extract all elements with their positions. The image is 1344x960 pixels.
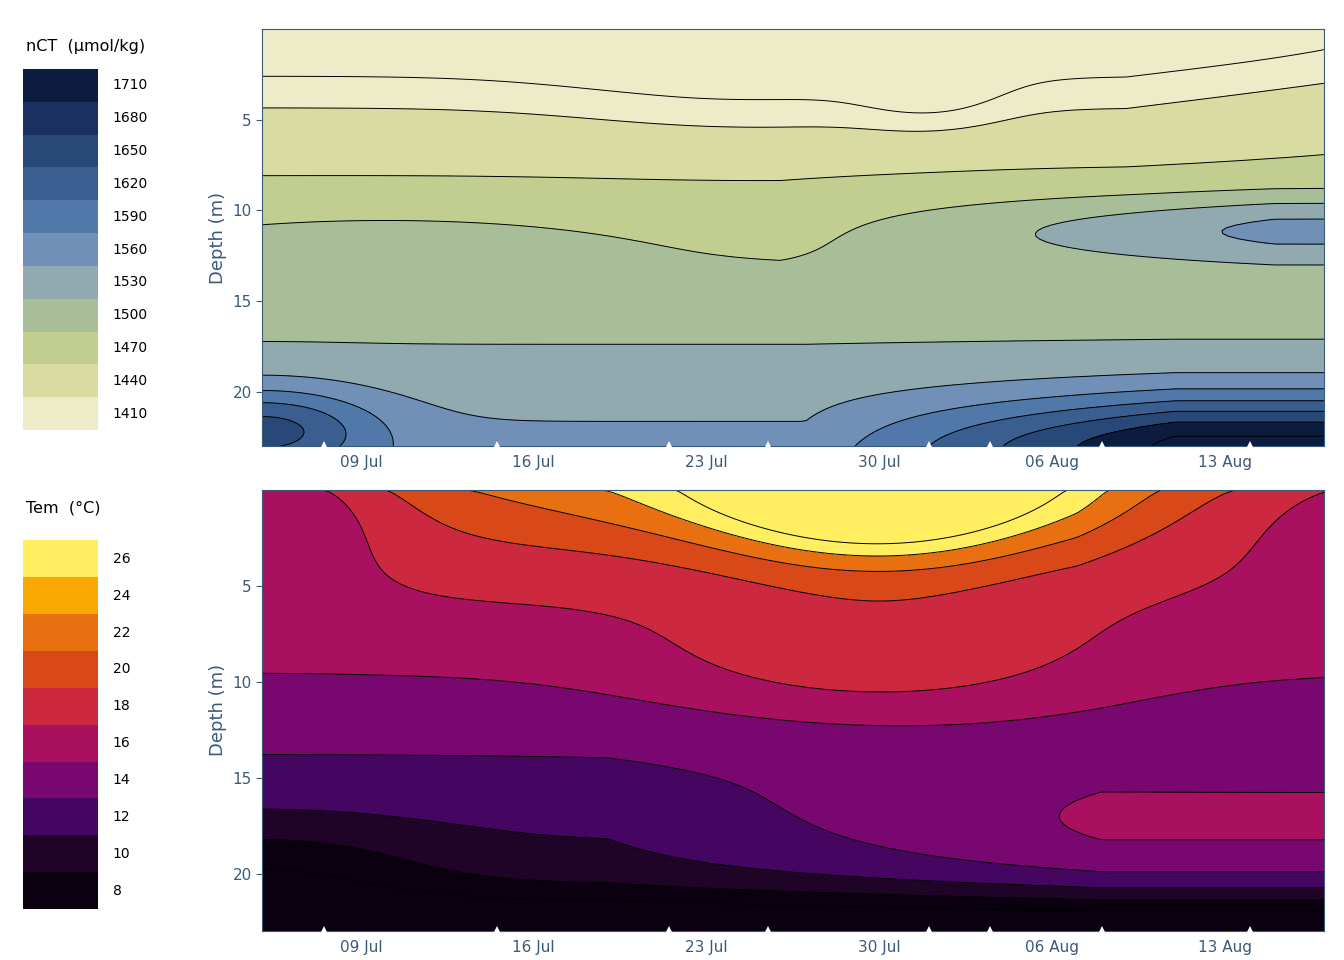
Bar xyxy=(23,614,98,651)
Text: 20: 20 xyxy=(113,662,130,677)
Text: Tem  (°C): Tem (°C) xyxy=(26,501,99,516)
Bar xyxy=(23,397,98,430)
Bar xyxy=(23,365,98,397)
Text: 1650: 1650 xyxy=(113,144,148,158)
Bar xyxy=(23,799,98,835)
Bar xyxy=(23,725,98,761)
Bar xyxy=(23,134,98,167)
Bar xyxy=(23,233,98,266)
Bar xyxy=(23,688,98,725)
Text: 1590: 1590 xyxy=(113,209,148,224)
Text: 26: 26 xyxy=(113,552,130,565)
Text: 1410: 1410 xyxy=(113,407,148,420)
Bar xyxy=(23,577,98,614)
Text: 1500: 1500 xyxy=(113,308,148,323)
Y-axis label: Depth (m): Depth (m) xyxy=(208,192,227,283)
Bar xyxy=(23,167,98,201)
Text: 1530: 1530 xyxy=(113,276,148,289)
Bar xyxy=(23,102,98,134)
Bar xyxy=(23,540,98,577)
Text: 10: 10 xyxy=(113,847,130,861)
Bar xyxy=(23,835,98,873)
Text: 1620: 1620 xyxy=(113,177,148,191)
Bar xyxy=(23,873,98,909)
Text: 1440: 1440 xyxy=(113,373,148,388)
Bar xyxy=(23,266,98,299)
Bar xyxy=(23,201,98,233)
Text: nCT  (μmol/kg): nCT (μmol/kg) xyxy=(26,39,145,55)
Bar xyxy=(23,761,98,799)
Y-axis label: Depth (m): Depth (m) xyxy=(208,664,227,756)
Text: 22: 22 xyxy=(113,626,130,639)
Bar xyxy=(23,299,98,331)
Text: 1470: 1470 xyxy=(113,341,148,355)
Text: 24: 24 xyxy=(113,588,130,603)
Text: 16: 16 xyxy=(113,736,130,750)
Text: 1560: 1560 xyxy=(113,243,148,256)
Bar xyxy=(23,651,98,688)
Bar xyxy=(23,331,98,365)
Text: 12: 12 xyxy=(113,810,130,824)
Text: 1710: 1710 xyxy=(113,79,148,92)
Text: 14: 14 xyxy=(113,773,130,787)
Text: 8: 8 xyxy=(113,884,121,898)
Text: 18: 18 xyxy=(113,699,130,713)
Bar xyxy=(23,69,98,102)
Text: 1680: 1680 xyxy=(113,111,148,125)
